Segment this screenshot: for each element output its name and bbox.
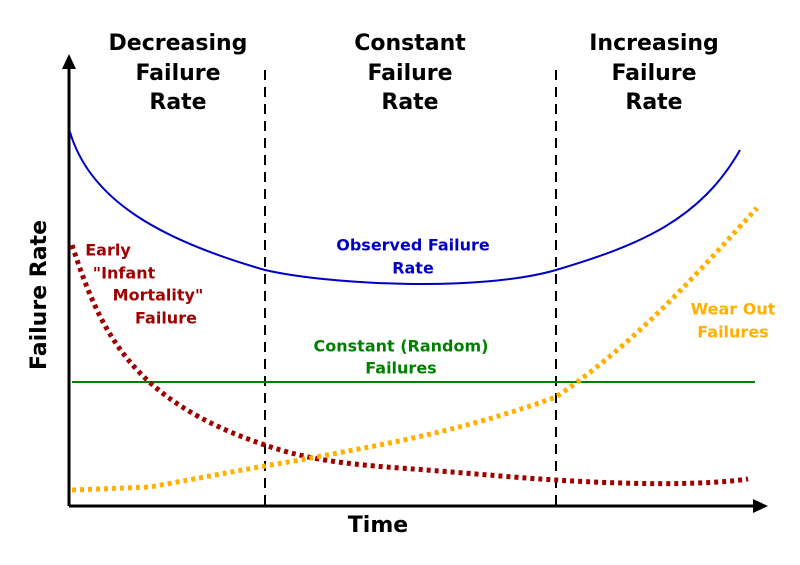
region-header: Failure (367, 61, 452, 86)
wear-out-curve (71, 206, 759, 493)
y-axis-arrow (62, 54, 76, 69)
y-axis-label: Failure Rate (27, 220, 52, 370)
region-header: Decreasing (109, 31, 248, 56)
curve-label: Failures (697, 323, 768, 342)
region-header: Rate (625, 90, 682, 115)
x-axis-arrow (753, 499, 768, 513)
x-axis-label: Time (348, 513, 408, 538)
curve-label: Failures (365, 359, 436, 378)
curve-label: Failure (135, 309, 197, 328)
curve-label: Constant (Random) (314, 337, 489, 356)
observed-failure-curve (69, 131, 741, 285)
curve-label: Wear Out (691, 300, 776, 319)
region-header: Failure (611, 61, 696, 86)
curve-label: Mortality" (113, 286, 204, 305)
curve-label: Observed Failure (336, 236, 490, 255)
curve-label: Early (85, 241, 131, 260)
region-header: Constant (354, 31, 466, 56)
region-header: Increasing (589, 31, 719, 56)
region-header: Failure (135, 61, 220, 86)
curve-label: "Infant (93, 264, 156, 283)
curve-label: Rate (392, 259, 434, 278)
region-header: Rate (381, 90, 438, 115)
region-header: Rate (149, 90, 206, 115)
